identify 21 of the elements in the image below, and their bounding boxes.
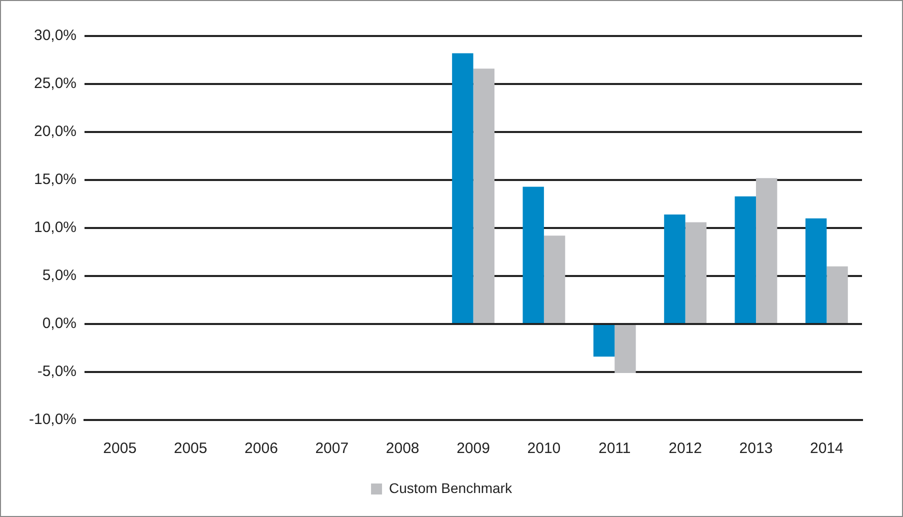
x-tick-label: 2008	[386, 440, 420, 458]
y-tick-label: 30,0%	[34, 27, 77, 44]
y-tick-label: 5,0%	[42, 267, 77, 284]
x-tick-label: 2011	[598, 440, 631, 458]
y-tick-label: 25,0%	[34, 75, 77, 92]
y-tick-label: 15,0%	[34, 171, 77, 188]
x-tick-label: 2006	[244, 440, 278, 458]
x-tick-label: 2009	[456, 440, 490, 458]
y-tick-label: 20,0%	[34, 123, 77, 140]
x-tick-label: 2010	[527, 440, 561, 458]
x-tick-label: 2007	[315, 440, 349, 458]
x-tick-label: 2005	[103, 440, 137, 458]
legend-label: Custom Benchmark	[389, 480, 513, 496]
y-tick-label: 10,0%	[34, 219, 77, 236]
y-tick-label: 0,0%	[42, 315, 77, 332]
x-tick-label: 2013	[739, 440, 773, 458]
x-tick-label: 2014	[810, 440, 844, 458]
x-tick-label: 2005	[174, 440, 208, 458]
y-tick-label: -10,0%	[28, 411, 77, 428]
x-tick-label: 2012	[668, 440, 702, 458]
y-tick-label: -5,0%	[37, 363, 77, 380]
